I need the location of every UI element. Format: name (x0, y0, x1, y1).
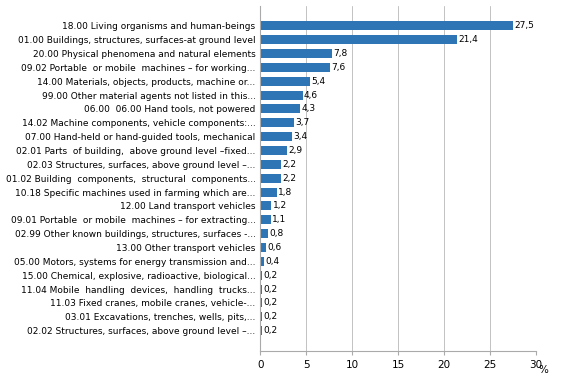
Bar (260, 215, 270, 224)
Bar (260, 298, 263, 307)
Bar (260, 91, 303, 99)
Text: 4,3: 4,3 (301, 104, 315, 113)
Bar (260, 201, 272, 211)
Bar (260, 271, 263, 280)
Bar (260, 312, 263, 321)
Text: 0,2: 0,2 (264, 285, 278, 294)
Text: 21,4: 21,4 (458, 35, 478, 44)
Bar (260, 77, 310, 86)
Text: %: % (539, 365, 548, 375)
Bar (260, 21, 513, 30)
Text: 0,2: 0,2 (264, 298, 278, 307)
Text: 2,2: 2,2 (282, 160, 296, 169)
Bar (260, 229, 268, 238)
Text: 0,8: 0,8 (269, 229, 284, 238)
Text: 7,8: 7,8 (333, 49, 348, 58)
Text: 0,2: 0,2 (264, 326, 278, 335)
Text: 0,2: 0,2 (264, 271, 278, 280)
Text: 7,6: 7,6 (332, 63, 346, 72)
Text: 4,6: 4,6 (304, 91, 318, 99)
Bar (260, 326, 263, 335)
Bar (260, 146, 287, 155)
Text: 0,2: 0,2 (264, 312, 278, 321)
Bar (260, 49, 332, 58)
Text: 1,8: 1,8 (278, 187, 293, 197)
Text: 27,5: 27,5 (514, 21, 534, 30)
Text: 0,6: 0,6 (267, 243, 282, 252)
Text: 2,9: 2,9 (289, 146, 303, 155)
Bar (260, 285, 263, 294)
Bar (260, 174, 281, 183)
Text: 0,4: 0,4 (265, 257, 280, 266)
Text: 3,4: 3,4 (293, 132, 307, 141)
Bar (260, 104, 300, 113)
Text: 1,1: 1,1 (272, 215, 286, 224)
Bar (260, 118, 294, 127)
Bar (260, 160, 281, 169)
Text: 2,2: 2,2 (282, 174, 296, 183)
Bar (260, 187, 277, 197)
Text: 5,4: 5,4 (311, 77, 325, 86)
Bar (260, 132, 291, 141)
Bar (260, 257, 264, 266)
Bar (260, 63, 330, 72)
Bar (260, 35, 457, 44)
Text: 3,7: 3,7 (296, 118, 310, 127)
Bar (260, 243, 266, 252)
Text: 1,2: 1,2 (273, 201, 287, 211)
